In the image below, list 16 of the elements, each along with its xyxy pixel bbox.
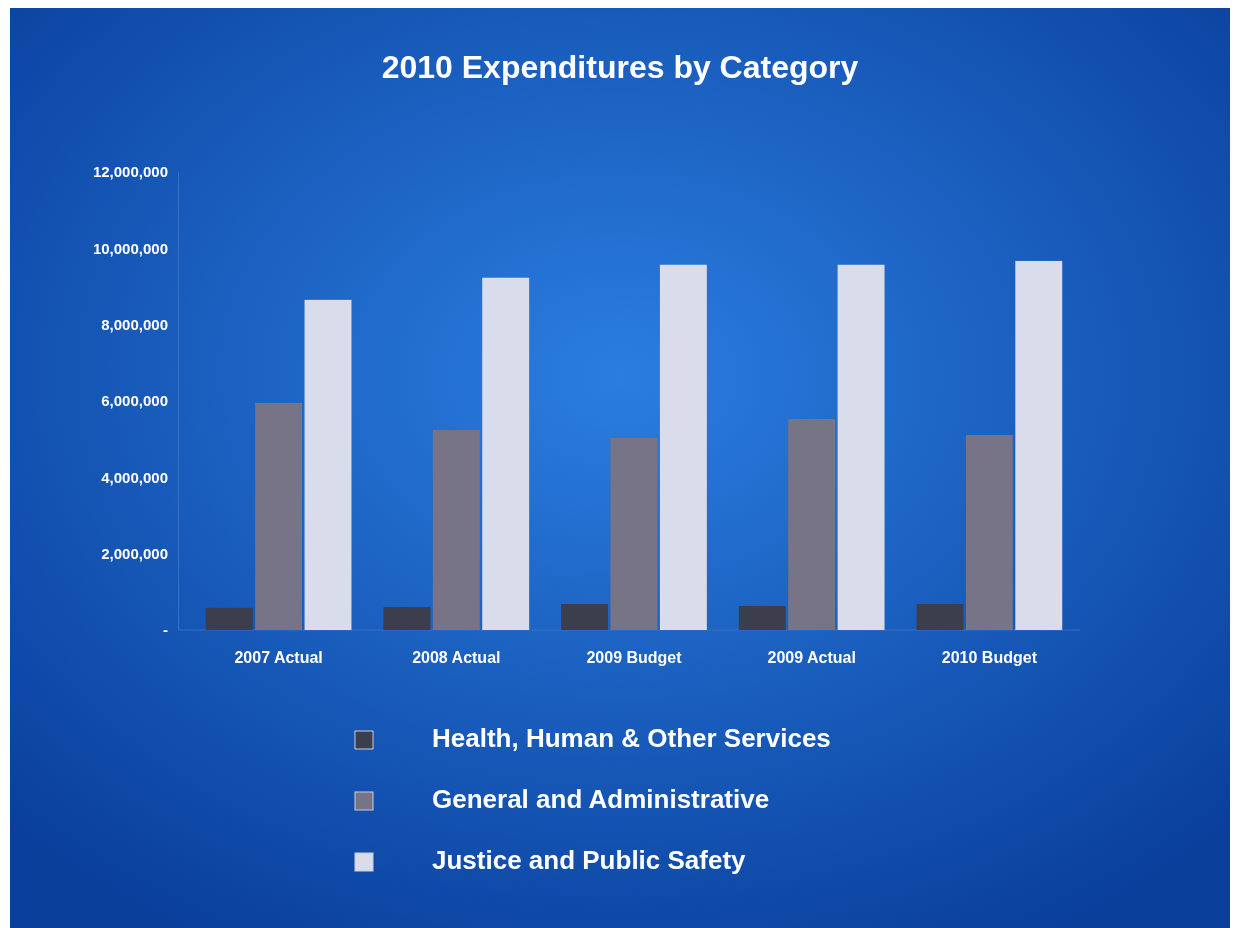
y-tick-label: 4,000,000 <box>101 468 168 486</box>
y-tick-label: - <box>163 621 168 639</box>
y-tick-label: 6,000,000 <box>101 392 168 410</box>
y-tick-label: 2,000,000 <box>101 544 168 562</box>
chart-title: 2010 Expenditures by Category <box>381 49 859 85</box>
legend-label: Justice and Public Safety <box>432 845 747 875</box>
x-tick-label: 2009 Actual <box>767 649 856 667</box>
y-tick-label: 12,000,000 <box>92 163 168 181</box>
x-tick-label: 2008 Actual <box>412 649 501 667</box>
legend-label: General and Administrative <box>432 784 770 814</box>
x-tick-label: 2010 Budget <box>941 649 1038 667</box>
y-tick-label: 10,000,000 <box>92 239 168 257</box>
x-tick-label: 2009 Budget <box>586 649 683 667</box>
legend-label: Health, Human & Other Services <box>432 723 831 753</box>
y-tick-label: 8,000,000 <box>101 315 168 333</box>
x-tick-label: 2007 Actual <box>234 649 323 667</box>
